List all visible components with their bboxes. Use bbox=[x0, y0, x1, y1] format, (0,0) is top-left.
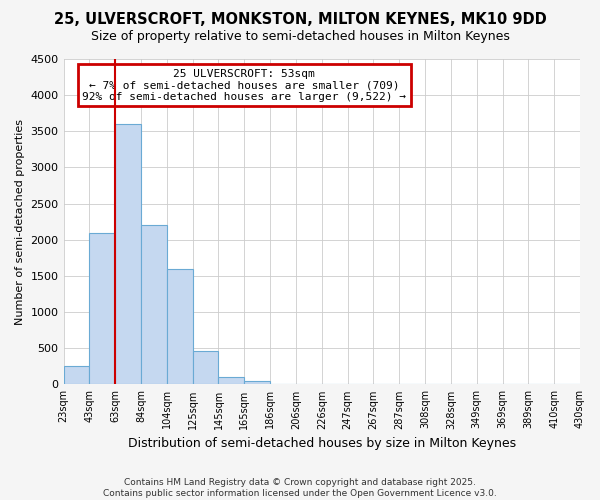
Bar bbox=[141, 226, 167, 384]
Bar bbox=[244, 381, 270, 384]
Text: Size of property relative to semi-detached houses in Milton Keynes: Size of property relative to semi-detach… bbox=[91, 30, 509, 43]
X-axis label: Distribution of semi-detached houses by size in Milton Keynes: Distribution of semi-detached houses by … bbox=[128, 437, 516, 450]
Text: 25 ULVERSCROFT: 53sqm
← 7% of semi-detached houses are smaller (709)
92% of semi: 25 ULVERSCROFT: 53sqm ← 7% of semi-detac… bbox=[82, 69, 406, 102]
Bar bbox=[218, 377, 244, 384]
Bar bbox=[167, 268, 193, 384]
Bar bbox=[89, 232, 115, 384]
Y-axis label: Number of semi-detached properties: Number of semi-detached properties bbox=[15, 118, 25, 324]
Bar bbox=[64, 366, 89, 384]
Bar bbox=[115, 124, 141, 384]
Text: Contains HM Land Registry data © Crown copyright and database right 2025.
Contai: Contains HM Land Registry data © Crown c… bbox=[103, 478, 497, 498]
Text: 25, ULVERSCROFT, MONKSTON, MILTON KEYNES, MK10 9DD: 25, ULVERSCROFT, MONKSTON, MILTON KEYNES… bbox=[53, 12, 547, 28]
Bar bbox=[193, 351, 218, 384]
